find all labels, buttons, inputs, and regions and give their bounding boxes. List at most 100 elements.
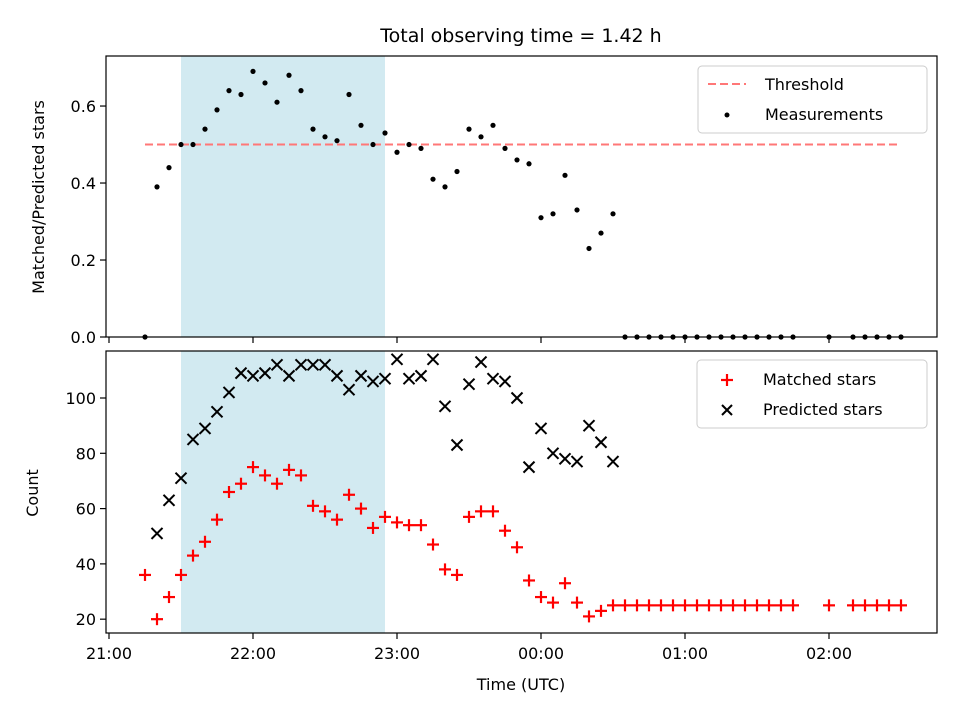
matched-star-point xyxy=(523,574,535,587)
matched-star-point xyxy=(439,563,451,576)
matched-stars-legend-marker xyxy=(721,374,733,386)
matched-star-point xyxy=(367,521,379,534)
matched-star-point xyxy=(511,541,523,554)
measurement-point xyxy=(586,245,592,252)
measurement-point xyxy=(478,134,484,140)
measurement-point xyxy=(562,172,568,178)
measurement-point xyxy=(610,211,616,217)
measurement-point xyxy=(394,149,400,155)
predicted-star-point xyxy=(378,372,392,385)
predicted-star-point xyxy=(246,369,260,383)
top-chart: 0.0 0.2 0.4 0.6 Matched/Predicted stars Thr… xyxy=(29,55,938,347)
measurement-point xyxy=(502,145,508,151)
predicted-star-point xyxy=(474,355,488,369)
predicted-star-point xyxy=(594,436,608,449)
xtick-label: 01:00 xyxy=(662,644,708,663)
matched-star-point xyxy=(475,505,487,518)
matched-star-point xyxy=(403,519,415,532)
matched-star-point xyxy=(283,463,295,476)
predicted-star-point xyxy=(426,353,440,366)
matched-star-point xyxy=(583,610,595,623)
top-observing-window xyxy=(181,56,385,337)
matched-star-point xyxy=(235,477,247,490)
measurements-legend-label: Measurements xyxy=(765,105,883,124)
matched-star-point xyxy=(223,486,235,498)
top-chart-title: Total observing time = 1.42 h xyxy=(379,25,661,47)
measurement-point xyxy=(262,80,268,86)
measurements-legend-marker xyxy=(724,112,730,118)
predicted-star-point xyxy=(462,377,476,391)
measurement-point xyxy=(550,211,556,217)
bottom-ytick-label: 80 xyxy=(76,444,96,463)
predicted-star-point xyxy=(414,369,428,383)
predicted-star-point xyxy=(210,405,224,419)
matched-star-point xyxy=(415,519,427,532)
predicted-star-point xyxy=(546,447,560,460)
measurement-point xyxy=(238,91,244,98)
bottom-legend: Matched stars Predicted stars xyxy=(696,359,928,429)
matched-star-point xyxy=(499,524,511,537)
predicted-star-point xyxy=(306,358,320,372)
measurement-point xyxy=(514,157,520,163)
matched-star-point xyxy=(463,510,475,523)
matched-star-point xyxy=(691,599,703,612)
xtick-label: 02:00 xyxy=(806,644,852,663)
bottom-y-axis-label: Count xyxy=(23,469,42,517)
matched-star-point xyxy=(595,604,607,617)
matched-star-point xyxy=(859,599,871,612)
measurement-point xyxy=(250,68,256,74)
predicted-star-point xyxy=(294,358,308,372)
matched-star-point xyxy=(715,599,727,612)
bottom-chart-frame xyxy=(105,350,938,634)
matched-star-point xyxy=(895,599,907,612)
matched-star-point xyxy=(379,510,391,523)
measurement-point xyxy=(202,126,208,132)
matched-star-point xyxy=(295,469,307,482)
matched-star-point xyxy=(391,516,403,529)
measurement-point xyxy=(322,134,328,140)
predicted-star-point xyxy=(222,386,236,399)
matched-star-point xyxy=(763,599,775,612)
measurement-point xyxy=(166,165,172,171)
predicted-star-point xyxy=(186,433,200,446)
matched-star-point xyxy=(139,568,151,581)
matched-star-point xyxy=(547,596,559,609)
top-ytick-label: 0.4 xyxy=(71,174,96,193)
measurement-point xyxy=(466,126,472,132)
xtick-label: 00:00 xyxy=(518,644,564,663)
top-ytick-label: 0.0 xyxy=(71,328,96,347)
matched-star-point xyxy=(151,613,163,626)
predicted-stars-legend-marker xyxy=(721,404,733,416)
measurement-point xyxy=(370,141,376,148)
xtick-label: 23:00 xyxy=(374,644,420,663)
predicted-star-point xyxy=(402,372,416,385)
measurement-point xyxy=(418,145,424,151)
threshold-legend-label: Threshold xyxy=(764,75,844,94)
predicted-star-point xyxy=(606,455,620,468)
predicted-star-point xyxy=(270,358,284,372)
matched-star-point xyxy=(739,599,751,612)
measurement-point xyxy=(574,207,580,213)
measurement-point xyxy=(274,99,280,105)
top-y-axis-label: Matched/Predicted stars xyxy=(29,100,48,294)
matched-star-point xyxy=(343,488,355,501)
predicted-star-point xyxy=(582,419,596,432)
matched-star-point xyxy=(487,505,499,518)
measurement-point xyxy=(310,126,316,132)
matched-star-point xyxy=(787,599,799,612)
matched-star-point xyxy=(883,599,895,612)
predicted-star-point xyxy=(318,358,332,372)
predicted-star-point xyxy=(366,375,380,388)
predicted-star-point xyxy=(486,372,500,385)
measurement-point xyxy=(442,184,448,190)
matched-star-point xyxy=(331,513,343,526)
matched-star-point xyxy=(259,469,271,482)
bottom-observing-window xyxy=(181,351,385,633)
measurement-point xyxy=(538,215,544,221)
measurement-point xyxy=(490,122,496,128)
xtick-label: 22:00 xyxy=(230,644,276,663)
predicted-star-point xyxy=(198,422,212,435)
predicted-star-point xyxy=(510,391,524,405)
matched-star-point xyxy=(679,599,691,612)
matched-star-point xyxy=(727,599,739,612)
